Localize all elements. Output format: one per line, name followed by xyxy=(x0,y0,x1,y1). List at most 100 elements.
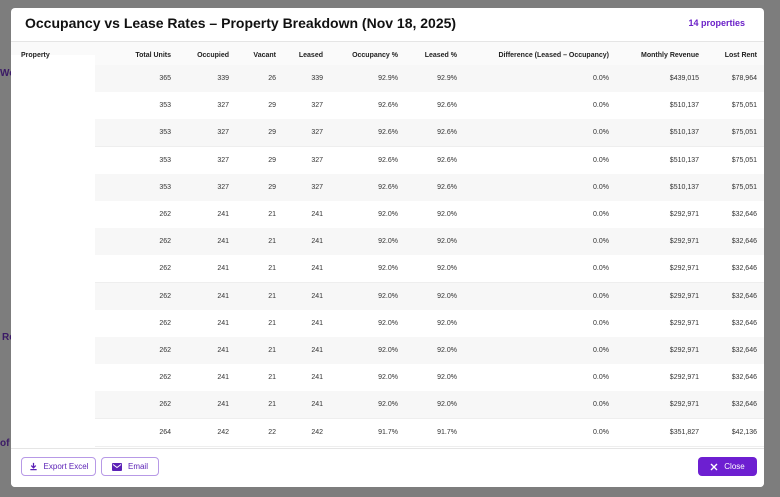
table-cell: 241 xyxy=(217,401,229,409)
table-cell: 241 xyxy=(217,238,229,246)
email-button[interactable]: Email xyxy=(101,457,159,476)
table-cell: 262 xyxy=(159,238,171,246)
close-button[interactable]: Close xyxy=(698,457,757,476)
table-cell: 327 xyxy=(217,183,229,191)
table-cell: 92.9% xyxy=(437,75,457,82)
table-cell: $292,971 xyxy=(669,265,699,273)
column-header: Property xyxy=(21,52,50,59)
table-cell: 21 xyxy=(268,292,276,300)
table-cell: 92.0% xyxy=(437,265,457,273)
column-header: Vacant xyxy=(253,52,276,59)
bg-text: of l xyxy=(0,438,15,449)
table-cell: 92.0% xyxy=(437,374,457,382)
table-cell: 242 xyxy=(311,428,323,436)
table-row xyxy=(11,255,764,284)
table-cell: 92.0% xyxy=(378,211,398,218)
table-cell: 327 xyxy=(311,129,323,137)
table-cell: $78,964 xyxy=(731,75,757,82)
table-cell: 241 xyxy=(311,347,323,354)
table-row xyxy=(11,146,764,175)
table-cell: $75,051 xyxy=(731,183,757,191)
column-header: Difference (Leased – Occupancy) xyxy=(498,52,610,59)
table-cell: 92.0% xyxy=(378,319,398,327)
table-cell: 262 xyxy=(159,265,171,273)
table-cell: 21 xyxy=(268,401,276,409)
table-cell: 21 xyxy=(268,265,276,273)
table-cell: 29 xyxy=(268,183,276,191)
table-cell: $510,137 xyxy=(669,102,699,110)
table-cell: 242 xyxy=(217,428,229,436)
table-cell: 21 xyxy=(268,347,276,354)
close-label: Close xyxy=(724,462,745,471)
table-row xyxy=(11,418,764,447)
table-cell: 241 xyxy=(217,347,229,354)
table-cell: 92.0% xyxy=(437,292,457,300)
table-cell: 26 xyxy=(268,75,276,82)
table-cell: 92.0% xyxy=(437,347,457,354)
table-cell: 241 xyxy=(311,374,323,382)
table-cell: 327 xyxy=(217,156,229,164)
table-cell: 241 xyxy=(311,292,323,300)
table-cell: $510,137 xyxy=(669,156,699,164)
table-cell: 241 xyxy=(217,374,229,382)
table-cell: 92.0% xyxy=(378,347,398,354)
modal: Occupancy vs Lease Rates – Property Brea… xyxy=(11,8,764,487)
table-cell: $292,971 xyxy=(669,238,699,246)
bg-text: Re xyxy=(2,332,15,343)
property-cover xyxy=(11,55,95,447)
table-cell: $75,051 xyxy=(731,129,757,137)
table-cell: 92.6% xyxy=(378,102,398,110)
table-cell: 0.0% xyxy=(593,319,609,327)
table-cell: 92.0% xyxy=(437,211,457,218)
download-icon xyxy=(29,462,37,471)
table-cell: 91.7% xyxy=(437,428,457,436)
table-cell: 92.6% xyxy=(437,183,457,191)
table-cell: 92.6% xyxy=(378,183,398,191)
table-cell: 262 xyxy=(159,401,171,409)
table-cell: $292,971 xyxy=(669,347,699,354)
table-cell: 92.6% xyxy=(378,129,398,137)
table-cell: $292,971 xyxy=(669,211,699,218)
table-cell: 21 xyxy=(268,374,276,382)
table-cell: 264 xyxy=(159,428,171,436)
export-button[interactable]: Export Excel xyxy=(21,457,96,476)
table-row xyxy=(11,119,764,148)
table-cell: 262 xyxy=(159,292,171,300)
table-cell: 92.0% xyxy=(378,238,398,246)
table-cell: 92.0% xyxy=(378,292,398,300)
table-cell: 92.9% xyxy=(378,75,398,82)
table-cell: 241 xyxy=(217,265,229,273)
table-cell: 0.0% xyxy=(593,238,609,246)
column-header: Leased % xyxy=(424,52,457,59)
table-cell: 241 xyxy=(217,211,229,218)
table-cell: 0.0% xyxy=(593,428,609,436)
table-cell: 339 xyxy=(217,75,229,82)
table-cell: 353 xyxy=(159,102,171,110)
table-cell: 0.0% xyxy=(593,374,609,382)
column-header: Leased xyxy=(298,52,323,59)
table-cell: 262 xyxy=(159,347,171,354)
column-header: Lost Rent xyxy=(724,52,757,59)
table-cell: 262 xyxy=(159,319,171,327)
table-cell: 91.7% xyxy=(378,428,398,436)
table-cell: $32,646 xyxy=(731,238,757,246)
table-cell: 327 xyxy=(217,129,229,137)
email-label: Email xyxy=(127,462,148,471)
table-cell: 0.0% xyxy=(593,401,609,409)
table-cell: $292,971 xyxy=(669,374,699,382)
table-cell: $75,051 xyxy=(731,156,757,164)
table-cell: $32,646 xyxy=(731,347,757,354)
table-cell: 327 xyxy=(311,183,323,191)
table-cell: $439,015 xyxy=(669,75,699,82)
table-row xyxy=(11,391,764,420)
table-cell: $292,971 xyxy=(669,319,699,327)
table-cell: $32,646 xyxy=(731,374,757,382)
table-cell: 353 xyxy=(159,129,171,137)
table-cell: 262 xyxy=(159,211,171,218)
table-cell: 241 xyxy=(217,319,229,327)
table-cell: 365 xyxy=(159,75,171,82)
table-cell: 22 xyxy=(268,428,276,436)
table-cell: 262 xyxy=(159,374,171,382)
table-cell: 29 xyxy=(268,156,276,164)
